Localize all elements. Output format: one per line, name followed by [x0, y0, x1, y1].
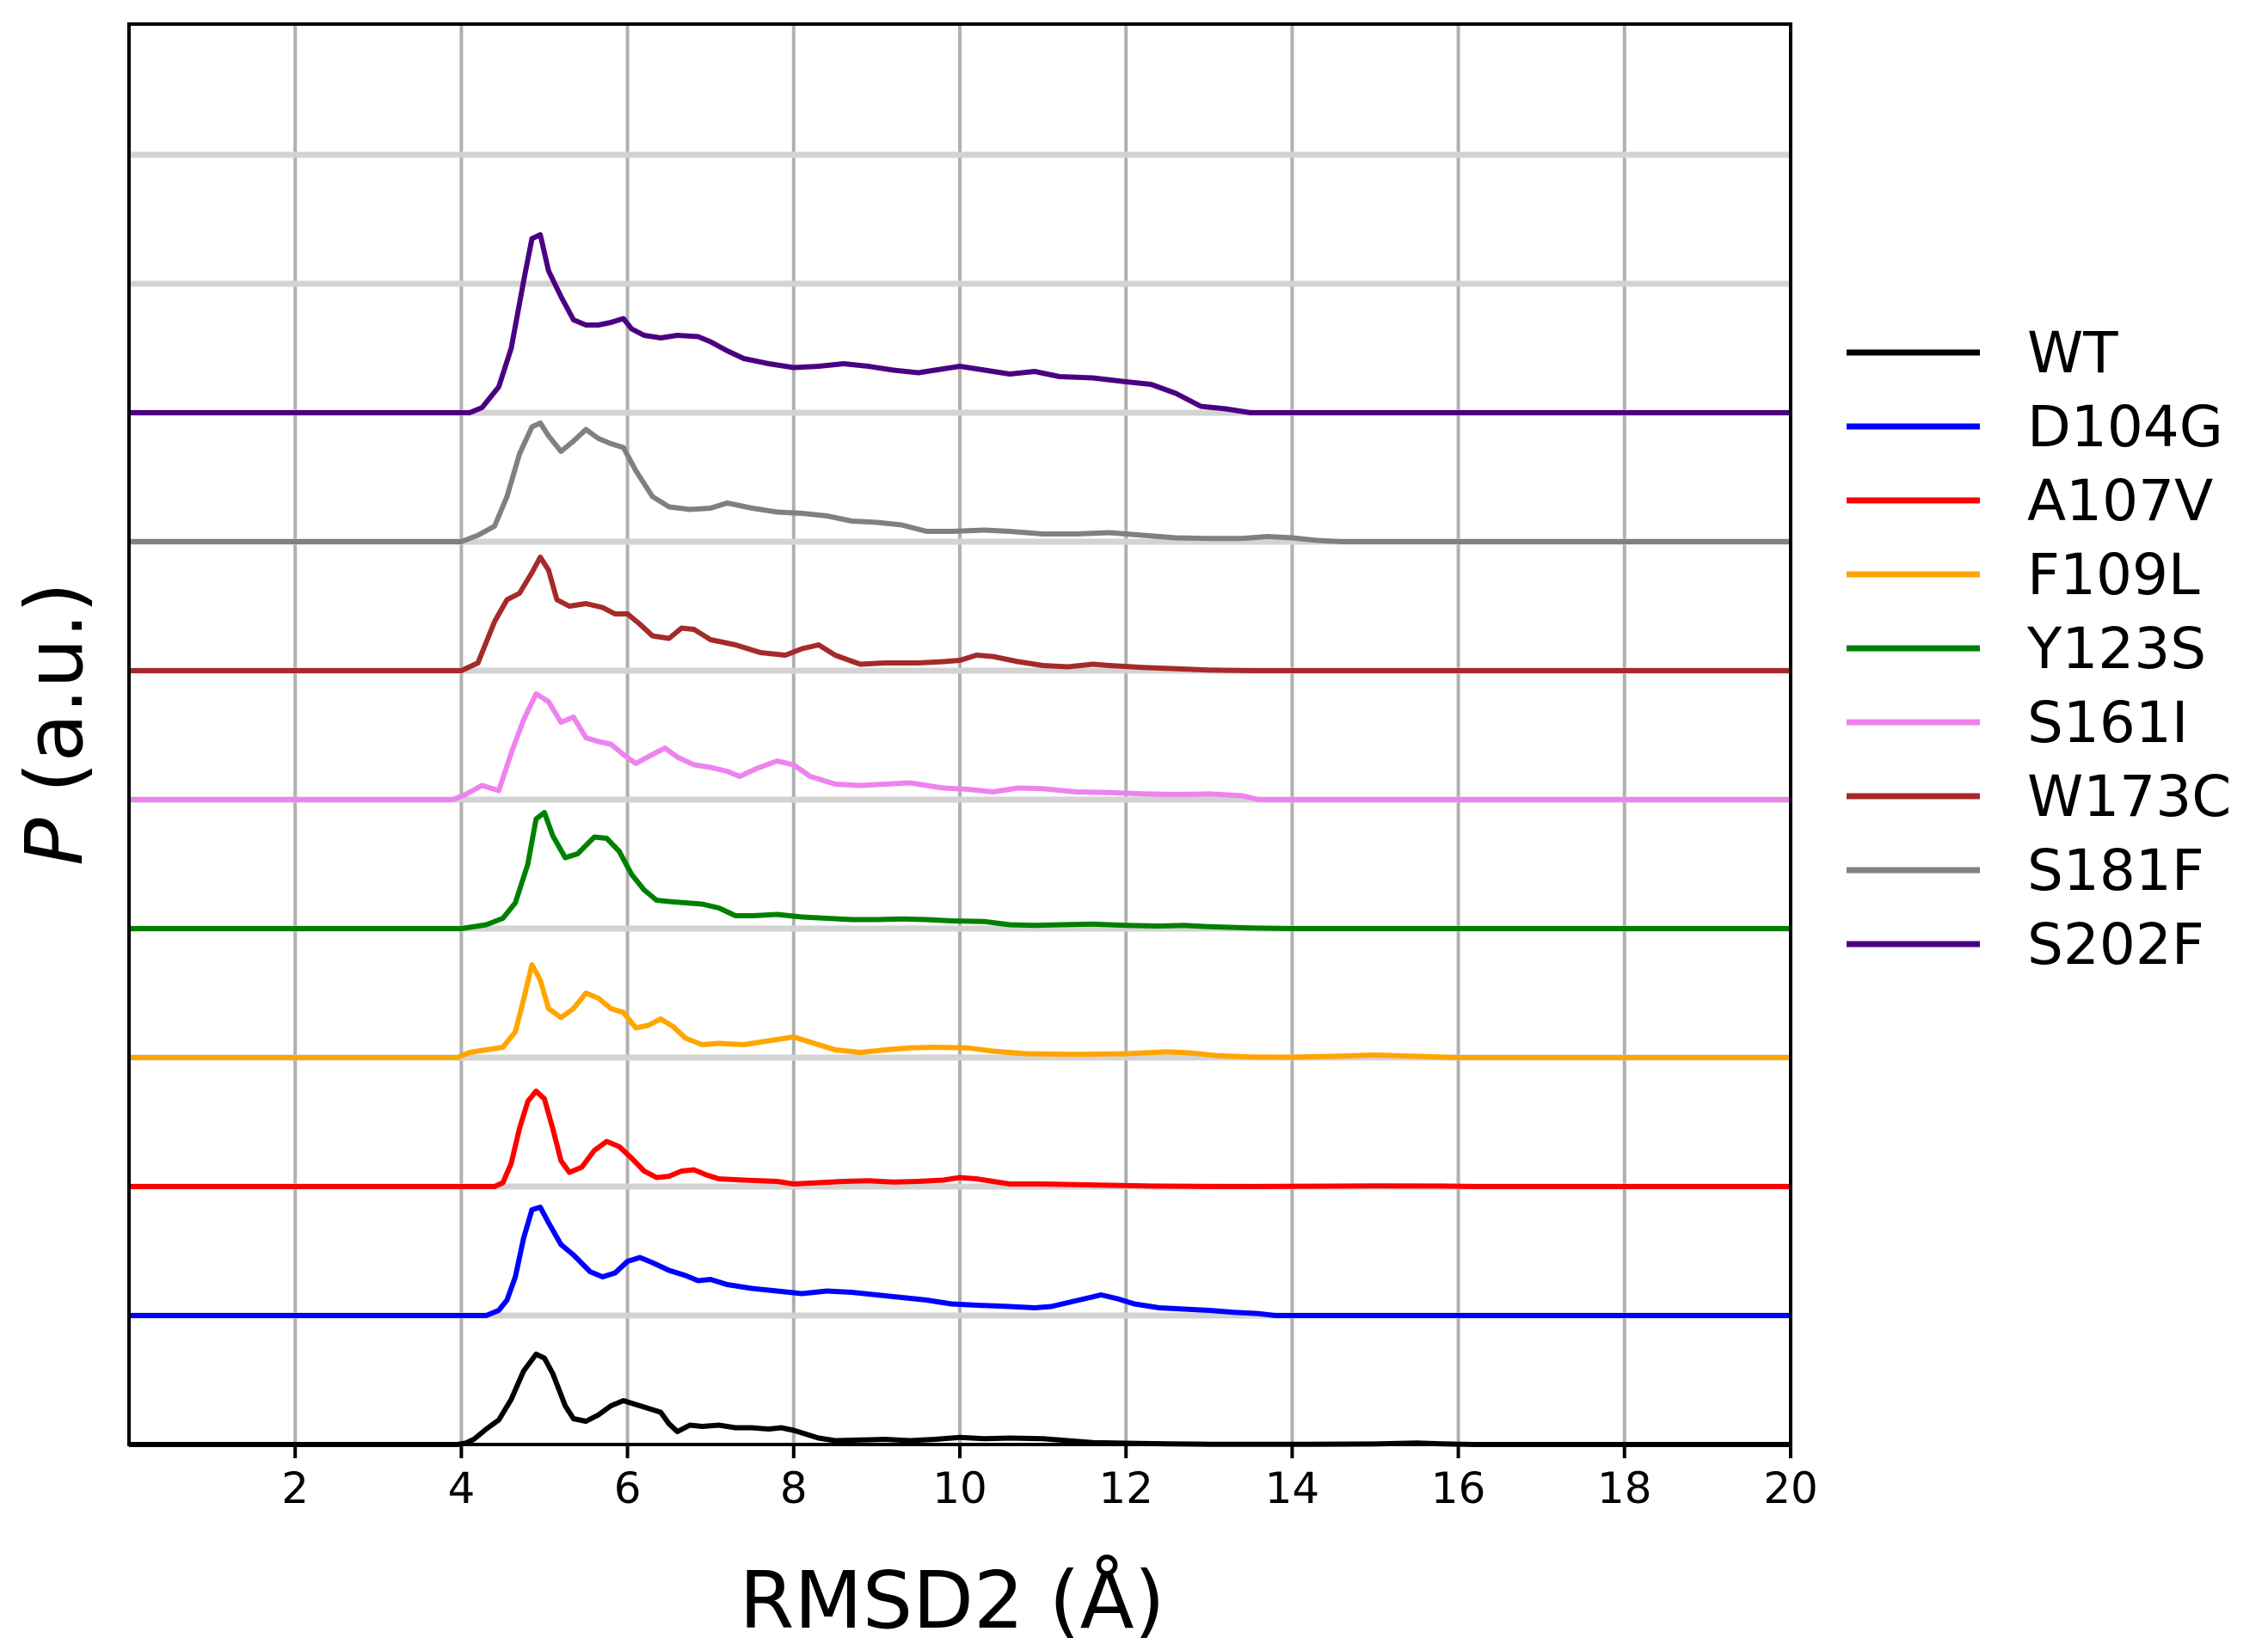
x-tick-label-10: 10: [932, 1463, 987, 1513]
legend-label-w173c: W173C: [2027, 764, 2231, 830]
series-line-s161i: [129, 691, 1791, 802]
x-tick-label-4: 4: [447, 1463, 475, 1513]
vertical-gridlines: [293, 24, 1626, 1445]
x-axis-label: RMSD2 (Å): [739, 1554, 1165, 1647]
series-line-f109l: [129, 962, 1791, 1060]
x-tick-label-6: 6: [614, 1463, 642, 1513]
series-line-s181f: [129, 420, 1791, 544]
legend-label-s181f: S181F: [2027, 837, 2204, 904]
x-tick-label-16: 16: [1431, 1463, 1486, 1513]
x-axis-ticks: 2 4 6 8 10 12 14 16 18 20: [281, 1445, 1818, 1513]
legend-label-f109l: F109L: [2027, 542, 2200, 608]
legend-label-s161i: S161I: [2027, 690, 2188, 756]
legend-label-y123s: Y123S: [2026, 616, 2206, 682]
series-line-s202f: [129, 232, 1791, 415]
legend-label-s202f: S202F: [2027, 911, 2204, 978]
x-tick-label-14: 14: [1265, 1463, 1320, 1513]
series-line-a107v: [129, 1089, 1791, 1189]
x-tick-label-8: 8: [780, 1463, 808, 1513]
y-axis-label: P (a.u.): [9, 582, 101, 866]
series-line-w173c: [129, 555, 1791, 673]
series-lines: [129, 232, 1791, 1447]
x-tick-label-12: 12: [1098, 1463, 1153, 1513]
legend-label-d104g: D104G: [2027, 394, 2223, 460]
legend-label-a107v: A107V: [2027, 468, 2213, 534]
x-tick-label-2: 2: [281, 1463, 309, 1513]
y-axis-label-units: (a.u.): [9, 582, 101, 818]
legend-label-wt: WT: [2027, 320, 2118, 386]
series-line-d104g: [129, 1205, 1791, 1318]
y-axis-label-symbol: P: [9, 818, 101, 866]
x-tick-label-18: 18: [1597, 1463, 1652, 1513]
x-tick-label-20: 20: [1763, 1463, 1818, 1513]
legend: WT D104G A107V F109L Y123S S161I W173C S181F S20…: [1847, 320, 2231, 978]
series-line-y123s: [129, 810, 1791, 931]
